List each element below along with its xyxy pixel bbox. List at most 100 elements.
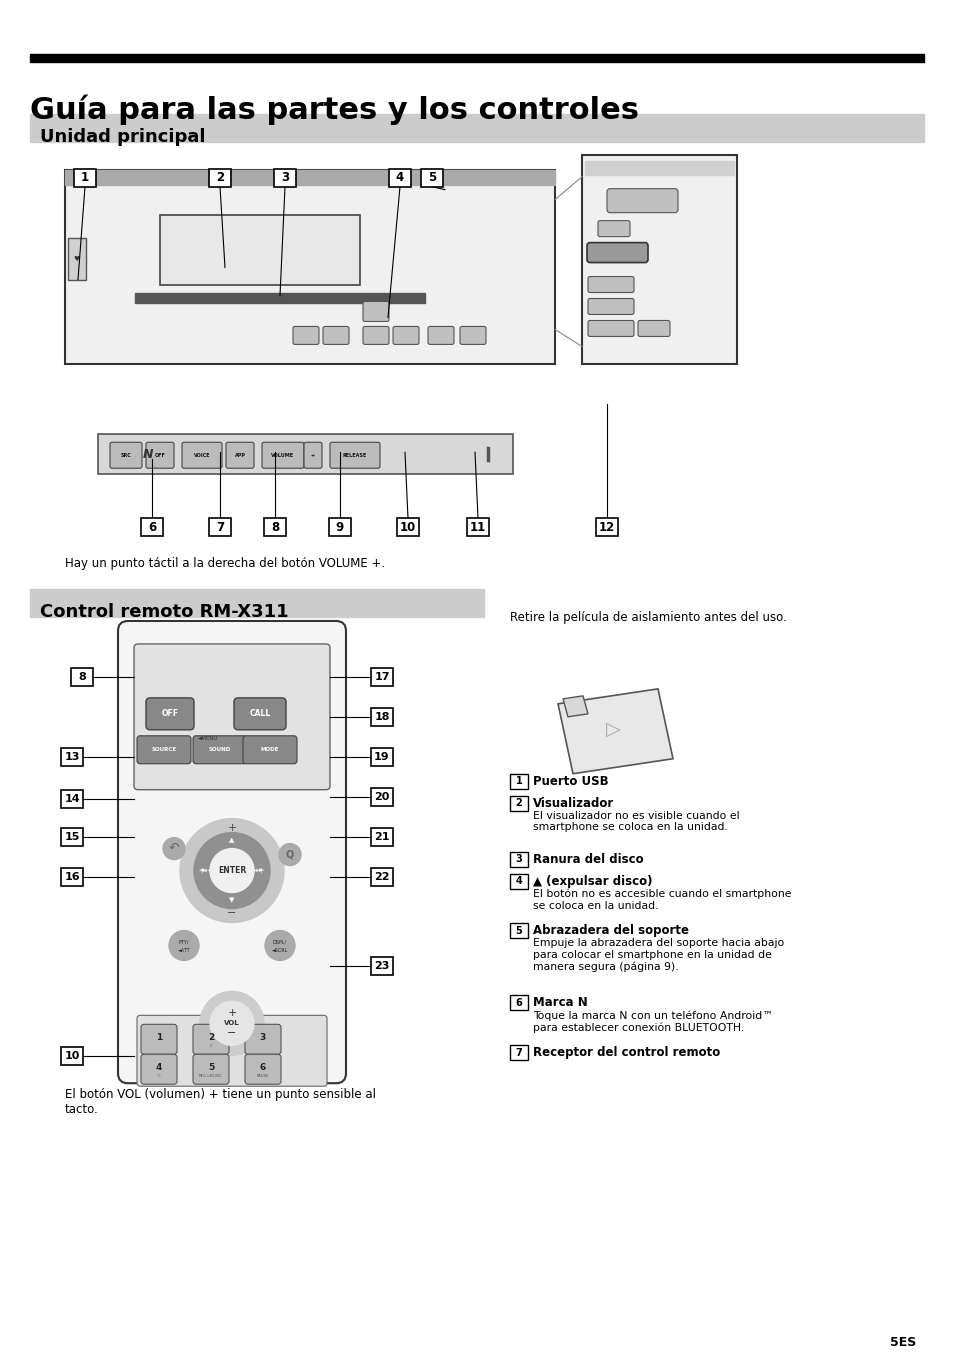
Text: ♥: ♥ [73,256,80,261]
FancyBboxPatch shape [146,442,173,468]
Text: MIC/=EC/NC: MIC/=EC/NC [199,1075,223,1079]
Text: Abrazadera del soporte: Abrazadera del soporte [533,925,688,937]
Text: 23: 23 [374,961,389,971]
Circle shape [193,833,270,909]
Text: ◄ATT: ◄ATT [177,948,190,953]
Bar [30,589,483,617]
Bar [467,518,489,537]
Text: Guía para las partes y los controles: Guía para las partes y los controles [30,95,639,126]
FancyBboxPatch shape [293,326,318,345]
Text: APP: APP [234,453,245,458]
Text: Marca N: Marca N [533,996,587,1010]
Text: 2: 2 [215,172,224,184]
Text: 13: 13 [64,752,80,761]
FancyBboxPatch shape [137,735,191,764]
Bar [65,170,555,185]
Circle shape [163,838,185,860]
Text: ▼: ▼ [229,898,234,903]
Circle shape [210,849,253,892]
FancyBboxPatch shape [428,326,454,345]
Text: 7: 7 [515,1048,522,1057]
Text: N: N [143,448,153,461]
Text: Puerto USB: Puerto USB [533,775,608,788]
Text: Receptor del control remoto: Receptor del control remoto [533,1046,720,1059]
Text: 21: 21 [374,831,390,842]
Text: 1: 1 [515,776,522,787]
Bar [329,518,351,537]
Bar [371,868,393,886]
Text: 6: 6 [259,1063,266,1072]
FancyBboxPatch shape [363,326,389,345]
FancyBboxPatch shape [193,1055,229,1084]
FancyBboxPatch shape [243,735,296,764]
Bar [584,161,733,174]
Bar [274,169,295,187]
Text: ▲ (expulsar disco): ▲ (expulsar disco) [533,875,652,887]
FancyBboxPatch shape [363,301,389,322]
Text: 5: 5 [428,172,436,184]
Bar [510,923,527,938]
Bar [371,827,393,845]
FancyBboxPatch shape [304,442,322,468]
Text: 2: 2 [208,1033,213,1042]
FancyBboxPatch shape [323,326,349,345]
FancyBboxPatch shape [330,442,379,468]
Text: C: C [210,1044,213,1048]
Bar [98,434,513,475]
FancyBboxPatch shape [193,735,247,764]
Text: Q: Q [286,849,294,860]
Text: MODE: MODE [260,748,279,752]
Text: ►►|: ►►| [252,868,264,873]
Text: +: + [227,822,236,833]
Text: 10: 10 [399,521,416,534]
Bar [510,1045,527,1060]
Text: 4: 4 [515,876,522,886]
Text: −: − [227,909,236,918]
Text: |◄◄: |◄◄ [200,868,212,873]
FancyBboxPatch shape [598,220,629,237]
Text: 10: 10 [64,1052,80,1061]
FancyBboxPatch shape [133,644,330,790]
Text: 5ES: 5ES [889,1336,915,1349]
FancyBboxPatch shape [586,242,647,262]
Text: 3: 3 [280,172,289,184]
Text: 18: 18 [374,711,390,722]
Text: +: + [227,1009,236,1018]
Bar [510,852,527,867]
FancyBboxPatch shape [606,189,678,212]
Text: Ranura del disco: Ranura del disco [533,853,643,865]
Text: 9: 9 [335,521,344,534]
Polygon shape [558,690,672,773]
Text: ▲: ▲ [229,838,234,844]
Bar [65,170,555,365]
Text: 6: 6 [148,521,156,534]
FancyBboxPatch shape [587,299,634,315]
Text: ↶: ↶ [169,842,179,854]
Text: ◄SCRL: ◄SCRL [272,948,288,953]
Text: Toque la marca N con un teléfono Android™
para establecer conexión BLUETOOTH.: Toque la marca N con un teléfono Android… [533,1010,772,1033]
Bar [61,827,83,845]
Text: 16: 16 [64,872,80,882]
Text: 20: 20 [374,792,389,802]
Bar [135,292,424,303]
Bar [510,796,527,811]
Bar [61,868,83,886]
Text: El visualizador no es visible cuando el
smartphone se coloca en la unidad.: El visualizador no es visible cuando el … [533,811,739,833]
Bar [596,518,618,537]
Circle shape [200,991,264,1056]
Text: 11: 11 [470,521,486,534]
Text: VOL: VOL [224,1021,239,1026]
Text: SOUND: SOUND [209,748,231,752]
Bar [510,995,527,1010]
Text: El botón VOL (volumen) + tiene un punto sensible al
tacto.: El botón VOL (volumen) + tiene un punto … [65,1088,375,1117]
Bar [74,169,96,187]
Text: 1: 1 [81,172,89,184]
FancyBboxPatch shape [245,1025,281,1055]
Text: OFF: OFF [161,710,178,718]
Text: 7: 7 [215,521,224,534]
Circle shape [278,844,301,865]
FancyBboxPatch shape [182,442,222,468]
Text: Unidad principal: Unidad principal [40,128,205,146]
Polygon shape [562,696,587,717]
FancyBboxPatch shape [587,277,634,292]
